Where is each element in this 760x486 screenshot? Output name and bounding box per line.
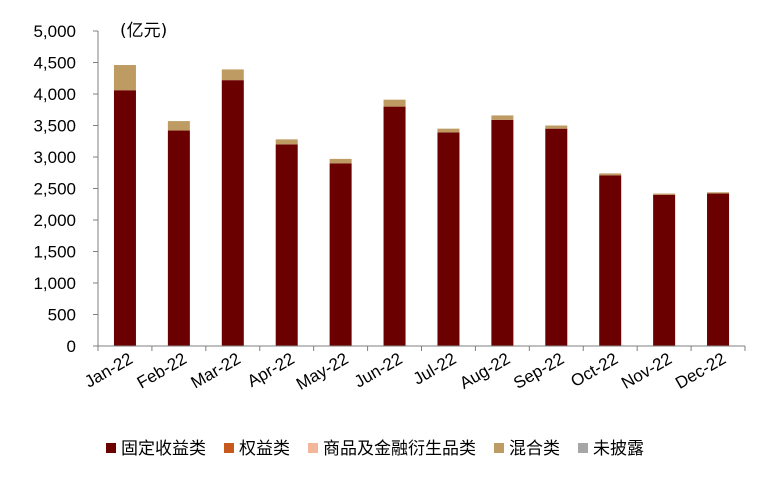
bar-segment-0 xyxy=(113,90,136,346)
y-tick-label: 1,500 xyxy=(33,243,76,262)
legend-label: 权益类 xyxy=(239,439,290,459)
unit-label: (亿元) xyxy=(120,21,167,41)
bar-segment-0 xyxy=(653,194,676,346)
x-tick-label: Jun-22 xyxy=(351,349,406,391)
x-tick-label: Apr-22 xyxy=(244,349,298,391)
x-tick-label: Nov-22 xyxy=(618,349,675,393)
bar-segment-0 xyxy=(275,144,298,346)
bar-segment-0 xyxy=(329,163,352,346)
legend-swatch xyxy=(494,443,504,453)
y-tick-label: 2,000 xyxy=(33,211,76,230)
bar-segment-3 xyxy=(545,125,568,129)
bar-segment-0 xyxy=(167,130,190,346)
y-tick-label: 0 xyxy=(67,337,76,356)
x-tick-label: Sep-22 xyxy=(510,349,567,393)
legend-swatch xyxy=(308,443,318,453)
y-tick-label: 500 xyxy=(48,306,76,325)
y-tick-label: 4,000 xyxy=(33,85,76,104)
bar-segment-0 xyxy=(383,106,406,346)
bar-segment-3 xyxy=(221,69,244,81)
x-tick-label: Aug-22 xyxy=(456,349,513,393)
y-tick-label: 3,500 xyxy=(33,117,76,136)
x-tick-label: Mar-22 xyxy=(188,349,244,392)
y-tick-label: 3,000 xyxy=(33,148,76,167)
legend-swatch xyxy=(578,443,588,453)
x-tick-label: Dec-22 xyxy=(672,349,729,393)
bar-segment-3 xyxy=(653,193,676,195)
x-tick-label: May-22 xyxy=(293,349,352,394)
x-tick-label: Jan-22 xyxy=(81,349,136,391)
y-tick-label: 2,500 xyxy=(33,180,76,199)
bar-segment-0 xyxy=(221,80,244,346)
legend-swatch xyxy=(106,443,116,453)
x-tick-label: Oct-22 xyxy=(568,349,622,391)
legend-label: 未披露 xyxy=(593,439,644,459)
y-tick-label: 1,000 xyxy=(33,274,76,293)
legend-swatch xyxy=(224,443,234,453)
x-tick-label: Jul-22 xyxy=(410,349,460,389)
bar-segment-0 xyxy=(599,175,622,346)
bar-segment-3 xyxy=(113,65,136,91)
legend: 固定收益类 权益类 商品及金融衍生品类 混合类 未披露 xyxy=(106,439,644,459)
y-tick-label: 4,500 xyxy=(33,54,76,73)
legend-label: 固定收益类 xyxy=(121,439,206,459)
bar-segment-3 xyxy=(167,121,190,131)
bars xyxy=(113,65,730,346)
y-tick-label: 5,000 xyxy=(33,22,76,41)
legend-label: 混合类 xyxy=(509,439,560,459)
bar-segment-3 xyxy=(383,99,406,107)
bar-segment-3 xyxy=(707,192,730,194)
bar-segment-3 xyxy=(491,115,514,120)
bar-segment-3 xyxy=(329,158,352,164)
y-axis: 0 500 1,000 1,500 2,000 2,500 3,000 3,500 4,000 4… xyxy=(33,22,99,356)
bar-segment-0 xyxy=(545,128,568,346)
bar-segment-3 xyxy=(437,128,460,133)
bar-segment-3 xyxy=(599,173,622,176)
x-tick-label: Feb-22 xyxy=(134,349,190,392)
legend-label: 商品及金融衍生品类 xyxy=(323,439,476,459)
bar-segment-0 xyxy=(707,193,730,346)
bar-segment-0 xyxy=(491,119,514,346)
bar-segment-0 xyxy=(437,132,460,346)
bar-segment-3 xyxy=(275,139,298,145)
